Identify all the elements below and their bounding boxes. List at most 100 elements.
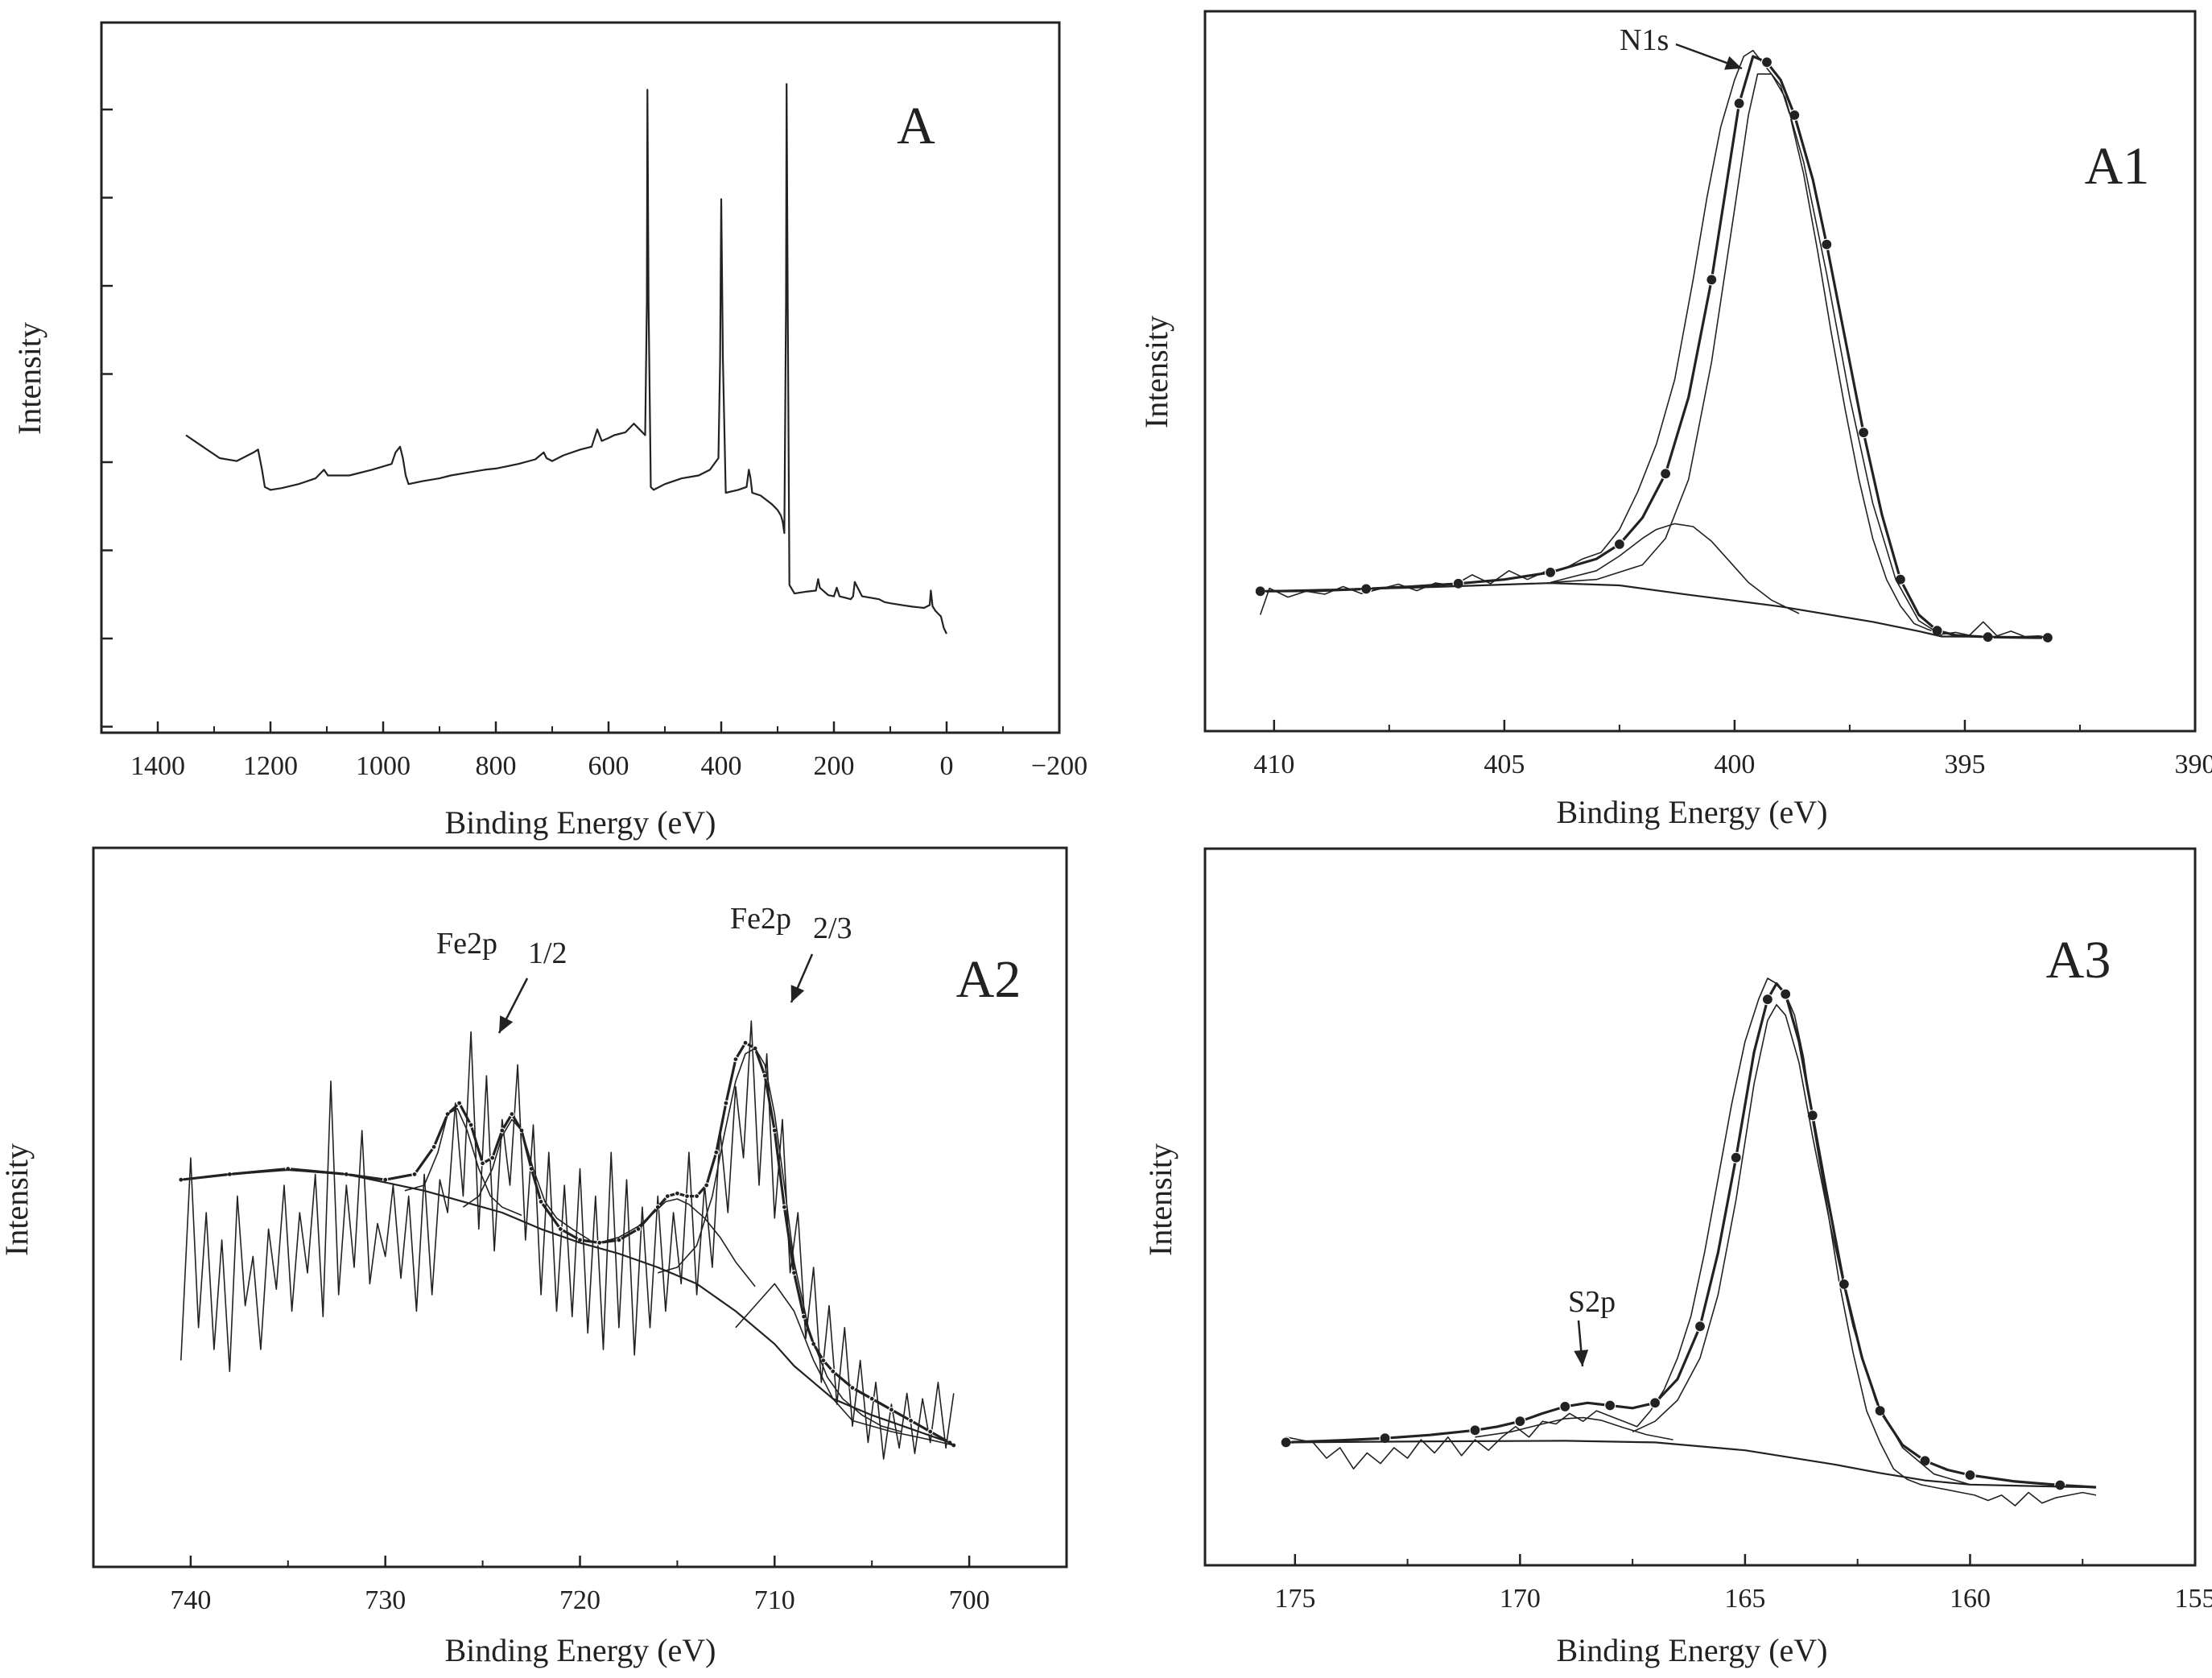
x-tick-label: 175 bbox=[1274, 1584, 1315, 1614]
fit-marker bbox=[781, 1204, 788, 1210]
fit-marker bbox=[1730, 1151, 1742, 1163]
fit-marker bbox=[1964, 1469, 1976, 1482]
fit-marker bbox=[723, 1100, 729, 1106]
fit-marker bbox=[1821, 238, 1833, 250]
x-tick-label: 720 bbox=[559, 1585, 600, 1615]
fit-marker bbox=[1760, 56, 1773, 68]
plot-frame bbox=[92, 846, 1068, 1568]
x-axis-title: Binding Energy (eV) bbox=[445, 1632, 716, 1668]
plot-frame bbox=[100, 21, 1061, 734]
series-baseline bbox=[180, 1168, 955, 1446]
fit-marker bbox=[509, 1110, 515, 1118]
panel-label: A3 bbox=[2046, 931, 2111, 990]
fit-marker bbox=[1706, 274, 1718, 286]
series-baseline bbox=[1260, 581, 2048, 639]
series-fe2p32-tail bbox=[735, 1283, 954, 1446]
fit-marker bbox=[693, 1192, 700, 1200]
fit-marker bbox=[1452, 577, 1464, 589]
fit-marker bbox=[1613, 538, 1626, 551]
series-fe2p32 bbox=[657, 1048, 902, 1432]
fit-marker bbox=[538, 1198, 544, 1205]
annotation-arrow-head bbox=[790, 985, 805, 1002]
fit-marker bbox=[742, 1039, 749, 1046]
fit-marker bbox=[1894, 573, 1906, 585]
peak-annotation: S2p bbox=[1568, 1285, 1616, 1319]
fit-marker bbox=[1806, 1110, 1818, 1122]
series-main-peak bbox=[1550, 73, 1942, 636]
x-tick-label: 740 bbox=[170, 1585, 211, 1615]
series-satellite bbox=[599, 1198, 756, 1287]
series-s2p-main bbox=[1632, 1004, 1971, 1486]
fit-marker bbox=[927, 1428, 934, 1435]
x-tick-label: 410 bbox=[1253, 750, 1294, 779]
series-component-2 bbox=[1550, 523, 1800, 614]
y-axis-title: Intensity bbox=[1138, 316, 1174, 428]
peak-annotation: 1/2 bbox=[528, 936, 567, 970]
x-tick-label: 1400 bbox=[130, 751, 185, 781]
fit-marker bbox=[557, 1225, 563, 1233]
x-tick-label: 155 bbox=[2175, 1584, 2212, 1614]
x-tick-label: 390 bbox=[2175, 750, 2212, 779]
x-tick-label: 730 bbox=[365, 1585, 406, 1615]
fit-marker bbox=[664, 1192, 671, 1200]
x-tick-label: 200 bbox=[814, 751, 855, 781]
y-axis-title: Intensity bbox=[11, 322, 47, 435]
annotations bbox=[497, 43, 1743, 1367]
x-tick-label: −200 bbox=[1031, 751, 1087, 781]
series-raw bbox=[1286, 977, 2097, 1506]
plot-frame bbox=[1203, 10, 2197, 733]
peak-annotation: Fe2p bbox=[436, 927, 497, 961]
peak-annotation: N1s bbox=[1620, 23, 1669, 57]
fit-marker bbox=[1514, 1416, 1526, 1428]
panel-a3: 175 170 165 160 155 Binding Energy (eV) Intens… bbox=[1142, 847, 2212, 1668]
fit-marker bbox=[479, 1160, 486, 1167]
fit-marker bbox=[1694, 1320, 1706, 1333]
fit-marker bbox=[713, 1149, 720, 1155]
x-axis-title: Binding Energy (eV) bbox=[1557, 1632, 1828, 1668]
series-fit-envelope bbox=[1286, 982, 2097, 1489]
fit-marker bbox=[1858, 427, 1870, 439]
peak-annotation: 2/3 bbox=[813, 911, 852, 945]
fit-marker bbox=[1649, 1397, 1661, 1409]
fit-marker bbox=[733, 1056, 739, 1063]
fit-marker bbox=[1789, 109, 1801, 122]
fit-marker bbox=[907, 1417, 914, 1424]
x-tick-label: 1000 bbox=[356, 751, 411, 781]
series-fe2p12-a bbox=[404, 1108, 522, 1217]
x-tick-label: 160 bbox=[1950, 1584, 1991, 1614]
x-axis-title: Binding Energy (eV) bbox=[1557, 794, 1828, 830]
fit-marker bbox=[1604, 1399, 1616, 1411]
fit-marker bbox=[849, 1384, 856, 1391]
fit-marker bbox=[1780, 988, 1792, 1000]
fit-marker bbox=[1919, 1455, 1931, 1467]
series-s2p-small bbox=[1475, 1416, 1673, 1440]
x-tick-label: 400 bbox=[701, 751, 742, 781]
panel-a1: 410 405 400 395 390 Binding Energy (eV) Intens… bbox=[1138, 10, 2212, 830]
x-tick-label: 170 bbox=[1500, 1584, 1541, 1614]
fit-marker bbox=[704, 1182, 710, 1188]
panel-label: A1 bbox=[2085, 137, 2150, 196]
fit-marker bbox=[888, 1407, 895, 1413]
fit-marker bbox=[431, 1143, 437, 1151]
x-tick-label: 710 bbox=[754, 1585, 795, 1615]
x-tick-label: 700 bbox=[949, 1585, 990, 1615]
series-survey bbox=[185, 83, 947, 634]
x-tick-label: 405 bbox=[1484, 750, 1525, 779]
x-tick-label: 600 bbox=[588, 751, 629, 781]
fit-marker bbox=[2054, 1479, 2066, 1491]
y-axis-title: Intensity bbox=[0, 1143, 35, 1256]
x-axis-title: Binding Energy (eV) bbox=[445, 804, 716, 841]
series-fit-envelope bbox=[1260, 55, 2048, 639]
fit-marker bbox=[830, 1368, 836, 1374]
fit-marker bbox=[869, 1395, 875, 1402]
series-raw bbox=[1259, 49, 2048, 638]
fit-marker bbox=[499, 1127, 506, 1134]
plot-frame bbox=[1203, 847, 2197, 1567]
panel-a2: 740 730 720 710 700 Binding Energy (eV) Intens… bbox=[0, 846, 1068, 1668]
annotation-arrow-head bbox=[499, 1015, 514, 1033]
x-tick-label: 800 bbox=[476, 751, 517, 781]
panel-label: A2 bbox=[956, 950, 1021, 1009]
fit-marker bbox=[1559, 1400, 1571, 1413]
fit-marker bbox=[1544, 566, 1557, 579]
